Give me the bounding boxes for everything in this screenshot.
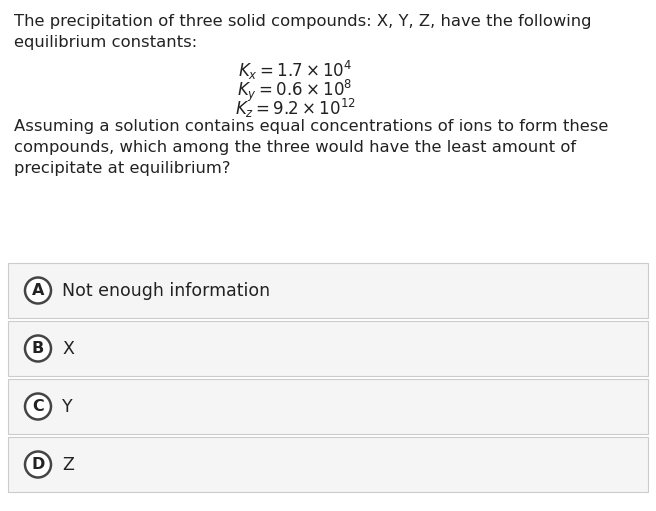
- Text: $K_x = 1.7 \times 10^{4}$: $K_x = 1.7 \times 10^{4}$: [238, 59, 352, 82]
- Text: Not enough information: Not enough information: [62, 282, 270, 299]
- Text: precipitate at equilibrium?: precipitate at equilibrium?: [14, 161, 230, 176]
- Text: C: C: [32, 399, 44, 414]
- Text: Y: Y: [62, 398, 73, 415]
- Text: X: X: [62, 339, 74, 358]
- Text: B: B: [32, 341, 44, 356]
- Text: D: D: [31, 457, 45, 472]
- Text: Z: Z: [62, 455, 74, 474]
- Text: compounds, which among the three would have the least amount of: compounds, which among the three would h…: [14, 140, 576, 155]
- Text: $K_y = 0.6 \times 10^{8}$: $K_y = 0.6 \times 10^{8}$: [237, 78, 353, 104]
- Text: equilibrium constants:: equilibrium constants:: [14, 35, 197, 50]
- Text: Assuming a solution contains equal concentrations of ions to form these: Assuming a solution contains equal conce…: [14, 119, 608, 134]
- Text: The precipitation of three solid compounds: X, Y, Z, have the following: The precipitation of three solid compoun…: [14, 14, 592, 29]
- Text: A: A: [31, 283, 44, 298]
- Text: $K_z = 9.2 \times 10^{12}$: $K_z = 9.2 \times 10^{12}$: [235, 97, 356, 120]
